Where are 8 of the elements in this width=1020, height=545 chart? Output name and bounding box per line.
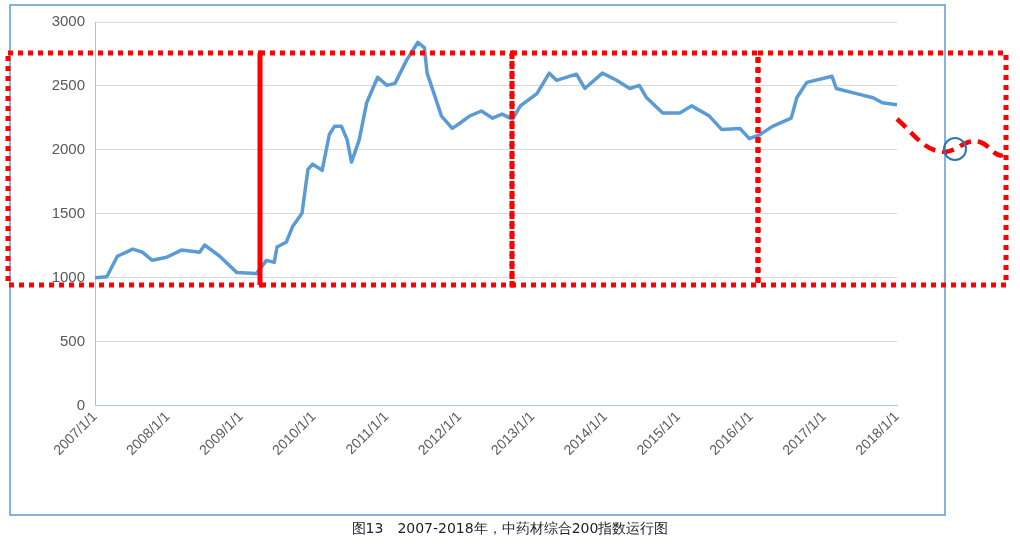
y-tick-label: 2000 bbox=[51, 140, 85, 157]
y-tick-label: 1000 bbox=[51, 267, 85, 285]
text: 图13 2007-2018年，中药材综合200指数运行图 bbox=[350, 520, 670, 538]
y-tick-label: 0 bbox=[76, 395, 85, 413]
y-tick-label: 2500 bbox=[51, 76, 85, 94]
y-tick-label: 500 bbox=[59, 331, 85, 349]
y-tick-label: 3000 bbox=[51, 12, 85, 30]
y-tick-label: 1500 bbox=[51, 203, 85, 221]
